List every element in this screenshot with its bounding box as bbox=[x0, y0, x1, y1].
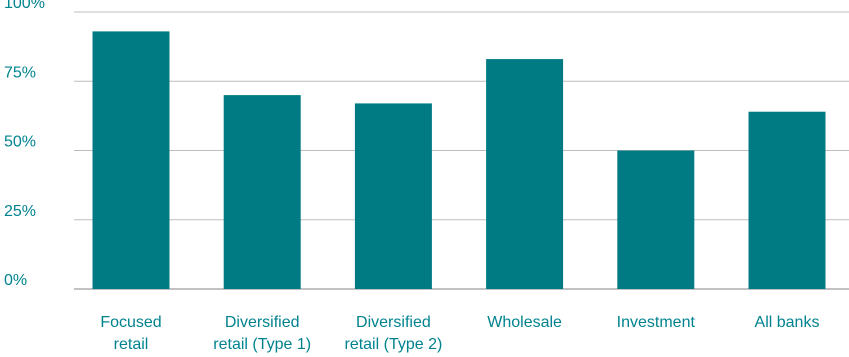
category-label: Investment bbox=[617, 314, 696, 331]
y-tick-label: 75% bbox=[4, 64, 36, 81]
bar bbox=[617, 150, 695, 289]
y-tick-label: 100% bbox=[4, 0, 45, 12]
x-axis-category-labels: Focused retail Diversified retail (Type 1) D… bbox=[100, 314, 819, 353]
category-label: Diversified retail (Type 1) bbox=[213, 314, 311, 353]
y-tick-label: 25% bbox=[4, 203, 36, 220]
category-label: Diversified retail (Type 2) bbox=[344, 314, 442, 353]
bar bbox=[92, 31, 170, 289]
bar bbox=[354, 103, 432, 289]
bars bbox=[92, 31, 826, 290]
y-tick-label: 0% bbox=[4, 272, 27, 289]
bar bbox=[486, 59, 564, 290]
y-axis-tick-labels: 0% 25% 50% 75% 100% bbox=[4, 0, 45, 289]
category-label: Wholesale bbox=[487, 314, 562, 331]
gridlines bbox=[74, 11, 849, 290]
bar bbox=[748, 111, 826, 289]
y-tick-label: 50% bbox=[4, 134, 36, 151]
bar bbox=[223, 95, 301, 289]
category-label: All banks bbox=[755, 314, 820, 331]
category-label: Focused retail bbox=[100, 314, 161, 353]
